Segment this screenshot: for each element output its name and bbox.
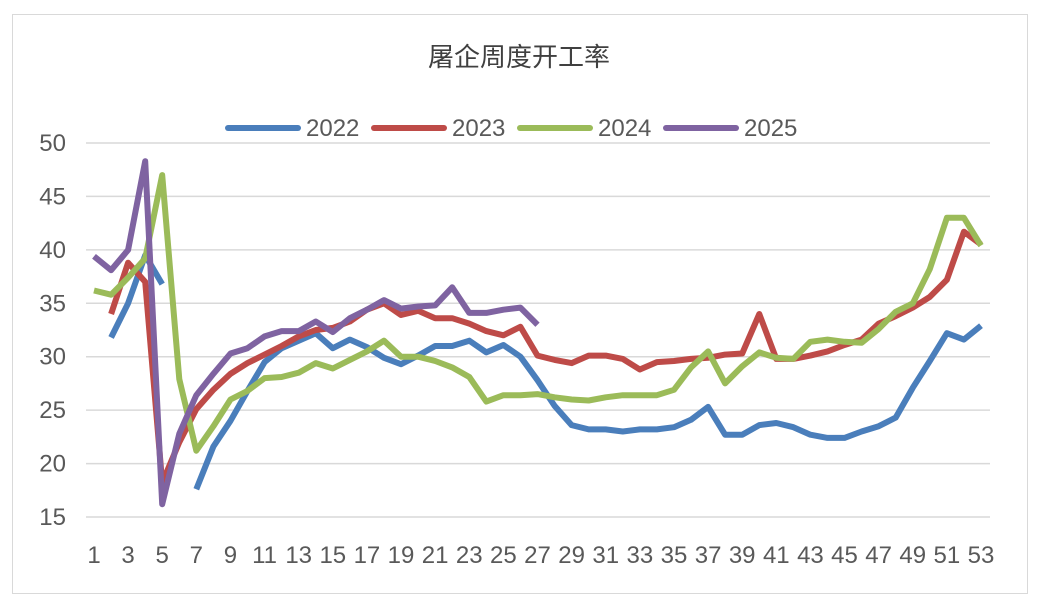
x-tick-label: 39	[729, 542, 756, 569]
x-axis-ticks: 1 3 5 7 9 11 13 15 17 19 21 23 25 27 29 31 33 35 37 39 41 43 4…	[87, 542, 994, 569]
x-tick-label: 25	[490, 542, 517, 569]
x-tick-label: 45	[831, 542, 858, 569]
y-axis-ticks: 15 20 25 30 35 40 45 50	[39, 130, 66, 531]
x-tick-label: 35	[661, 542, 688, 569]
x-tick-label: 21	[422, 542, 449, 569]
x-tick-label: 19	[388, 542, 415, 569]
x-tick-label: 37	[695, 542, 722, 569]
x-tick-label: 43	[797, 542, 824, 569]
y-tick-label: 45	[39, 183, 66, 210]
x-tick-label: 33	[626, 542, 653, 569]
x-tick-label: 1	[87, 542, 100, 569]
y-tick-label: 40	[39, 237, 66, 264]
x-tick-label: 17	[354, 542, 381, 569]
gridlines	[86, 142, 990, 518]
y-tick-label: 50	[39, 130, 66, 157]
x-tick-label: 29	[558, 542, 585, 569]
x-tick-label: 41	[763, 542, 790, 569]
legend-label-2023: 2023	[452, 115, 505, 142]
series-line-2022	[108, 252, 983, 491]
x-tick-label: 11	[252, 542, 277, 569]
y-tick-label: 35	[39, 290, 66, 317]
series-line-2023	[108, 228, 983, 486]
x-tick-label: 53	[968, 542, 995, 569]
x-tick-label: 49	[899, 542, 926, 569]
x-tick-label: 23	[456, 542, 483, 569]
x-tick-label: 5	[156, 542, 169, 569]
y-tick-label: 15	[39, 504, 66, 531]
y-tick-label: 25	[39, 397, 66, 424]
x-tick-label: 13	[285, 542, 312, 569]
series-line-2024	[93, 172, 984, 454]
x-tick-label: 47	[865, 542, 892, 569]
x-tick-label: 7	[190, 542, 203, 569]
y-tick-label: 20	[39, 451, 66, 478]
series-line-2025	[92, 158, 540, 508]
series-lines	[92, 158, 984, 508]
y-tick-label: 30	[39, 344, 66, 371]
legend: 2022 2023 2024 2025	[225, 115, 797, 142]
x-tick-label: 3	[121, 542, 134, 569]
x-tick-label: 9	[224, 542, 237, 569]
legend-label-2025: 2025	[744, 115, 797, 142]
legend-label-2024: 2024	[598, 115, 651, 142]
x-tick-label: 51	[934, 542, 961, 569]
x-tick-label: 31	[592, 542, 619, 569]
legend-label-2022: 2022	[306, 115, 359, 142]
chart-title: 屠企周度开工率	[428, 43, 610, 73]
x-tick-label: 15	[319, 542, 346, 569]
x-tick-label: 27	[524, 542, 551, 569]
